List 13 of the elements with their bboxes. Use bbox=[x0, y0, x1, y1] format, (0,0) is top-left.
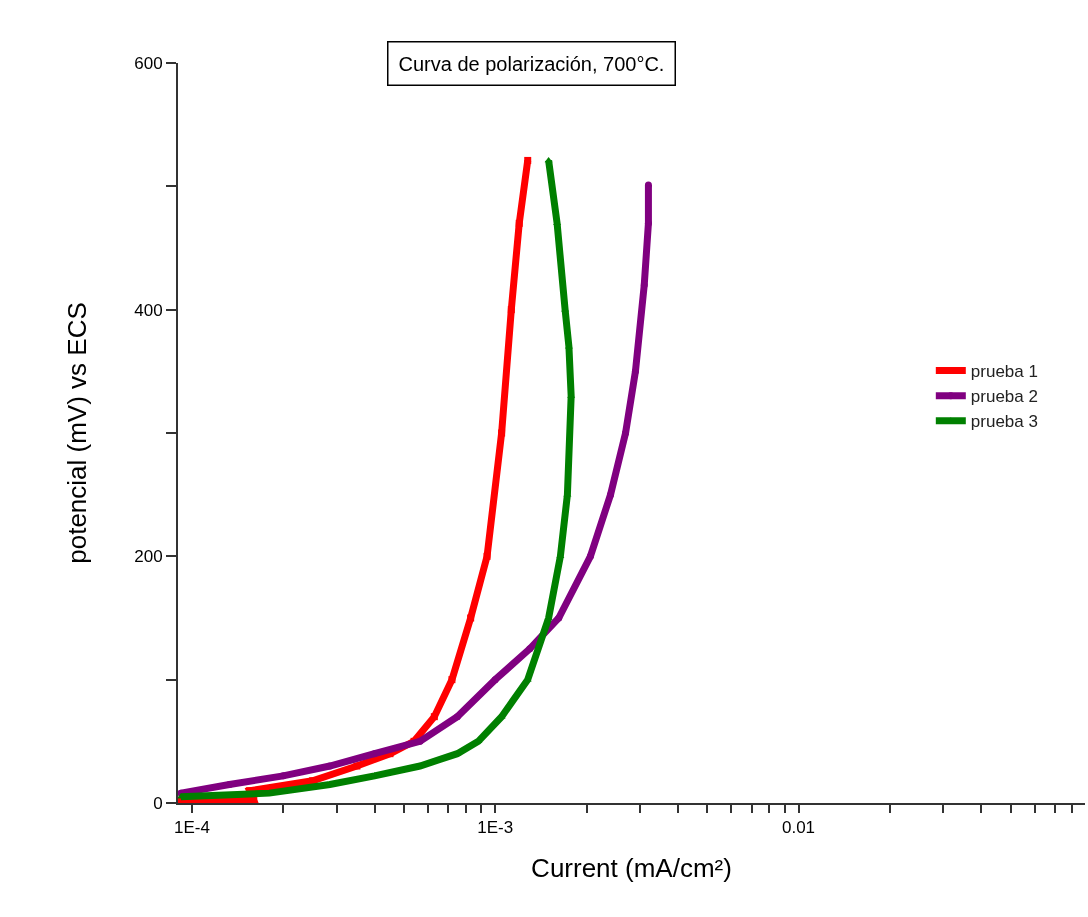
y-tick-label: 600 bbox=[134, 53, 163, 73]
chart-title: Curva de polarización, 700°C. bbox=[398, 52, 665, 75]
y-tick-label: 400 bbox=[134, 300, 163, 320]
legend-label: prueba 2 bbox=[970, 387, 1038, 407]
x-tick-label: 0.01 bbox=[781, 818, 816, 838]
y-tick-label: 200 bbox=[134, 547, 163, 567]
x-tick-label: 1E-4 bbox=[173, 818, 210, 838]
x-tick-label: 1E-3 bbox=[477, 818, 514, 838]
legend-label: prueba 3 bbox=[970, 412, 1038, 432]
y-axis-title: potencial (mV) vs ECS bbox=[62, 302, 93, 564]
y-tick-label: 0 bbox=[153, 793, 163, 813]
x-axis-title: Current (mA/cm²) bbox=[531, 852, 732, 883]
legend-label: prueba 1 bbox=[970, 362, 1038, 382]
